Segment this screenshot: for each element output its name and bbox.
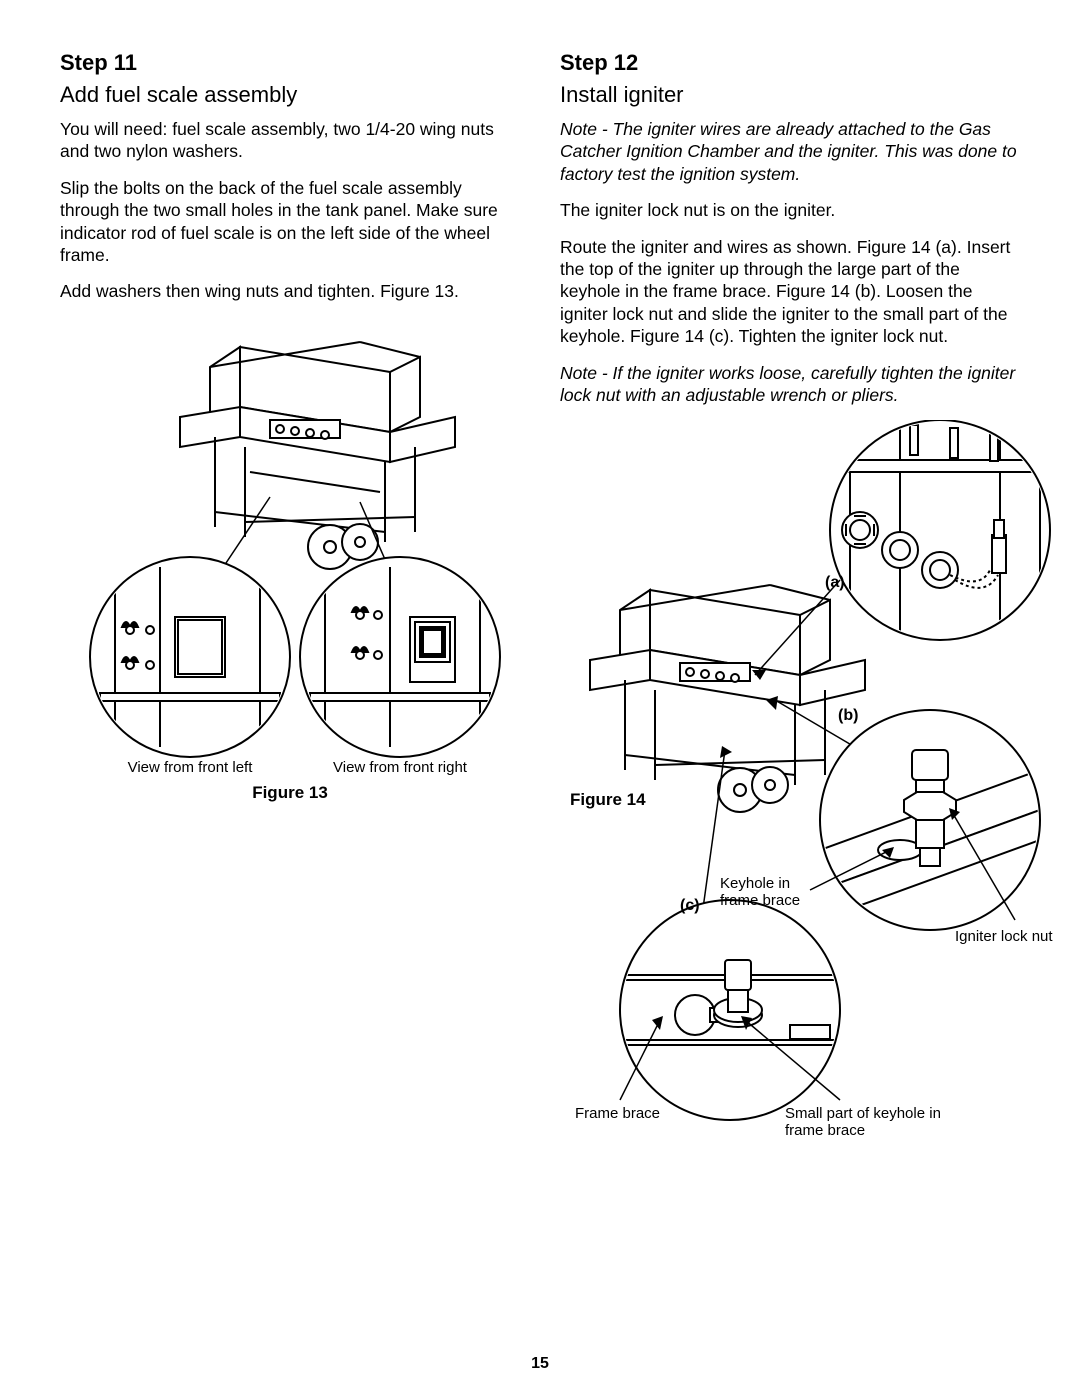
fig14-keyhole-label: Keyhole in frame brace (720, 875, 810, 909)
fig13-view-left-label: View from front left (128, 759, 254, 776)
fig14-label-b: (b) (838, 707, 858, 724)
step12-p2: Route the igniter and wires as shown. Fi… (560, 236, 1020, 348)
fig14-smallkeyhole-label: Small part of keyhole in frame brace (785, 1105, 945, 1139)
step11-p1: You will need: fuel scale assembly, two … (60, 118, 520, 163)
step12-note1: Note - The igniter wires are already att… (560, 118, 1020, 185)
left-column: Step 11 Add fuel scale assembly You will… (60, 50, 520, 1140)
page-number: 15 (0, 1355, 1080, 1373)
step12-note2: Note - If the igniter works loose, caref… (560, 362, 1020, 407)
fig13-view-right-label: View from front right (333, 759, 468, 776)
figure13-caption: Figure 13 (60, 783, 520, 803)
figure-14-svg: (a) (b) (560, 420, 1060, 1140)
step11-p2: Slip the bolts on the back of the fuel s… (60, 177, 520, 267)
step12-subtitle: Install igniter (560, 82, 1020, 108)
fig14-locknut-label: Igniter lock nut (955, 928, 1065, 945)
figure-14: (a) (b) (560, 420, 1020, 1140)
figure14-caption: Figure 14 (570, 790, 646, 810)
step12-heading: Step 12 (560, 50, 1020, 76)
step11-p3: Add washers then wing nuts and tighten. … (60, 280, 520, 302)
figure-13: View from front left View from front rig… (60, 317, 520, 803)
fig14-label-a: (a) (825, 574, 845, 591)
fig14-label-c: (c) (680, 897, 700, 914)
step11-subtitle: Add fuel scale assembly (60, 82, 520, 108)
step11-heading: Step 11 (60, 50, 520, 76)
right-column: Step 12 Install igniter Note - The ignit… (560, 50, 1020, 1140)
fig14-framebrace-label: Frame brace (575, 1105, 660, 1122)
step12-p1: The igniter lock nut is on the igniter. (560, 199, 1020, 221)
figure-13-svg: View from front left View from front rig… (60, 317, 520, 777)
